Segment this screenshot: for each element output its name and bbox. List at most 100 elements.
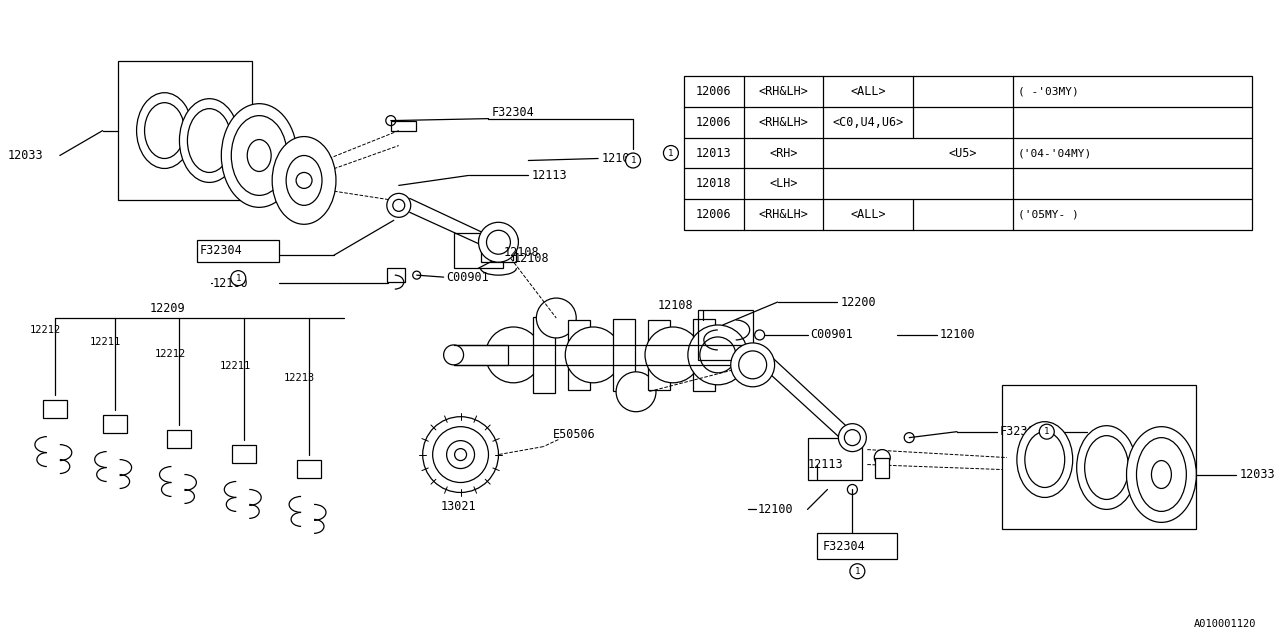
Text: ('05MY- ): ('05MY- ) bbox=[1018, 210, 1079, 220]
Circle shape bbox=[700, 337, 736, 373]
Circle shape bbox=[385, 116, 396, 125]
Text: 12213: 12213 bbox=[284, 373, 315, 383]
Bar bbox=[42, 400, 67, 418]
Text: F32304: F32304 bbox=[492, 106, 534, 119]
Ellipse shape bbox=[1076, 426, 1137, 509]
Text: 12113: 12113 bbox=[808, 458, 844, 471]
Bar bbox=[698, 310, 753, 360]
Text: E50506: E50506 bbox=[553, 428, 596, 441]
Circle shape bbox=[904, 433, 914, 443]
Bar bbox=[692, 319, 714, 391]
Circle shape bbox=[845, 429, 860, 445]
Circle shape bbox=[230, 271, 246, 285]
Text: A010001120: A010001120 bbox=[1194, 619, 1256, 629]
Text: 12100: 12100 bbox=[940, 328, 975, 342]
Text: F32304: F32304 bbox=[823, 540, 865, 553]
Ellipse shape bbox=[287, 156, 323, 205]
Ellipse shape bbox=[1137, 438, 1187, 511]
Circle shape bbox=[393, 200, 404, 211]
Text: C00901: C00901 bbox=[447, 271, 489, 284]
Ellipse shape bbox=[1152, 461, 1171, 488]
Text: <ALL>: <ALL> bbox=[850, 209, 886, 221]
Bar bbox=[232, 445, 256, 463]
Circle shape bbox=[566, 327, 621, 383]
Text: 12100: 12100 bbox=[602, 152, 636, 165]
Circle shape bbox=[874, 450, 891, 465]
Text: F32304: F32304 bbox=[200, 244, 242, 257]
Ellipse shape bbox=[145, 102, 184, 159]
Bar bbox=[568, 320, 590, 390]
Circle shape bbox=[447, 440, 475, 468]
Text: 1: 1 bbox=[855, 567, 860, 576]
Text: 12100: 12100 bbox=[758, 503, 794, 516]
Text: 12033: 12033 bbox=[1239, 468, 1275, 481]
Text: <U5>: <U5> bbox=[948, 147, 978, 159]
Text: <ALL>: <ALL> bbox=[850, 84, 886, 98]
Text: F32304: F32304 bbox=[1000, 425, 1043, 438]
Ellipse shape bbox=[179, 99, 239, 182]
Ellipse shape bbox=[247, 140, 271, 172]
Text: 1: 1 bbox=[236, 274, 241, 283]
Circle shape bbox=[645, 327, 701, 383]
Circle shape bbox=[838, 424, 867, 452]
Bar bbox=[876, 458, 890, 477]
Ellipse shape bbox=[273, 136, 335, 224]
Ellipse shape bbox=[1084, 436, 1129, 499]
Text: <C0,U4,U6>: <C0,U4,U6> bbox=[833, 116, 904, 129]
Text: <RH&LH>: <RH&LH> bbox=[759, 84, 809, 98]
Ellipse shape bbox=[137, 93, 192, 168]
Ellipse shape bbox=[232, 116, 287, 195]
Circle shape bbox=[616, 372, 655, 412]
Text: 12006: 12006 bbox=[696, 209, 732, 221]
Bar bbox=[613, 319, 635, 391]
Text: 12100: 12100 bbox=[212, 276, 248, 290]
Ellipse shape bbox=[1025, 431, 1065, 488]
Text: 12211: 12211 bbox=[90, 337, 122, 347]
Text: 12200: 12200 bbox=[841, 296, 876, 308]
Text: C00901: C00901 bbox=[810, 328, 854, 342]
Bar bbox=[534, 317, 556, 393]
Bar bbox=[684, 76, 1252, 230]
Ellipse shape bbox=[1016, 422, 1073, 497]
Text: 12212: 12212 bbox=[155, 349, 186, 359]
Text: 12108: 12108 bbox=[503, 246, 539, 259]
Circle shape bbox=[486, 230, 511, 254]
Circle shape bbox=[433, 427, 489, 483]
Text: 13021: 13021 bbox=[440, 500, 476, 513]
Text: ( -'03MY): ( -'03MY) bbox=[1018, 86, 1079, 96]
Text: 12113: 12113 bbox=[531, 169, 567, 182]
Text: 12006: 12006 bbox=[696, 116, 732, 129]
Bar bbox=[118, 61, 252, 200]
Bar bbox=[480, 250, 516, 262]
Circle shape bbox=[479, 222, 518, 262]
Circle shape bbox=[850, 564, 865, 579]
Circle shape bbox=[422, 417, 498, 492]
Circle shape bbox=[847, 484, 858, 495]
Text: 12033: 12033 bbox=[8, 149, 44, 162]
Text: 12006: 12006 bbox=[696, 84, 732, 98]
Text: 12108: 12108 bbox=[657, 298, 692, 312]
Bar bbox=[102, 415, 127, 433]
Bar bbox=[387, 268, 404, 282]
Text: 12108: 12108 bbox=[513, 252, 549, 265]
Bar bbox=[297, 460, 321, 477]
Bar bbox=[1002, 385, 1197, 529]
Bar bbox=[390, 120, 416, 131]
Circle shape bbox=[387, 193, 411, 218]
Bar bbox=[197, 240, 279, 262]
Text: 12209: 12209 bbox=[150, 301, 186, 314]
Circle shape bbox=[485, 327, 541, 383]
Bar bbox=[818, 533, 897, 559]
Circle shape bbox=[626, 153, 640, 168]
Circle shape bbox=[663, 145, 678, 161]
Ellipse shape bbox=[221, 104, 297, 207]
Text: 1: 1 bbox=[1044, 427, 1050, 436]
Bar bbox=[168, 429, 192, 447]
Circle shape bbox=[731, 343, 774, 387]
Text: 1: 1 bbox=[668, 148, 673, 157]
Text: <RH>: <RH> bbox=[769, 147, 797, 159]
Circle shape bbox=[412, 271, 421, 279]
Text: 12212: 12212 bbox=[29, 325, 61, 335]
Ellipse shape bbox=[187, 109, 232, 172]
Text: ('04-'04MY): ('04-'04MY) bbox=[1018, 148, 1092, 158]
